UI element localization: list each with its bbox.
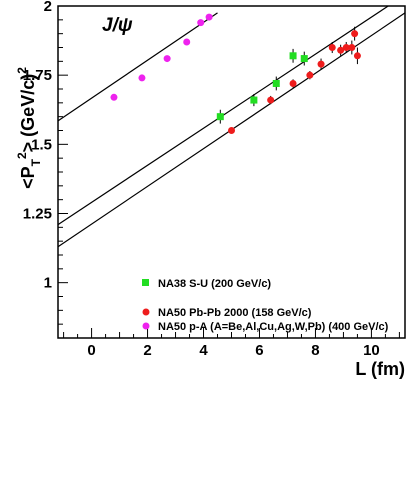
y-tick-label: 1.25 [23,206,52,223]
data-point-s2-0 [110,93,118,101]
legend-label-pbpb: NA50 Pb-Pb 2000 (158 GeV/c) [158,307,312,319]
data-point-s2-1 [138,74,146,82]
data-point-s1-9 [351,30,359,38]
data-point-s1-0 [228,127,235,134]
legend-label-na38: NA38 S-U (200 GeV/c) [158,278,271,290]
x-tick-label: 0 [87,342,95,359]
data-point-s0-2 [272,79,280,87]
legend-marker-pbpb [142,308,150,316]
data-point-s1-5 [328,44,336,51]
x-tick-label: 4 [199,342,208,359]
data-point-s0-3 [289,52,297,60]
data-point-s2-2 [163,55,171,63]
data-point-s1-2 [289,79,297,87]
x-tick-label: 8 [311,342,319,359]
data-point-s1-7 [342,44,350,51]
annotation-jpsi: J/ψ [102,15,133,36]
x-axis-label: L (fm) [355,359,405,379]
data-point-s1-6 [337,46,345,54]
x-tick-label: 6 [255,342,263,359]
data-point-s1-10 [353,52,361,60]
data-points [110,13,361,134]
y-tick-label: 2 [44,0,52,15]
fit-line-0 [57,12,218,122]
data-point-s2-4 [197,19,205,27]
y-tick-label: 1.75 [23,67,52,84]
svg-text:<PT2> (GeV/c)2: <PT2> (GeV/c)2 [15,67,43,189]
legend: NA38 S-U (200 GeV/c) NA50 Pb-Pb 2000 (15… [142,278,389,333]
legend-marker-pa [142,322,150,330]
y-axis-label: <PT2> (GeV/c)2 [15,67,43,189]
x-axis: 0 2 4 6 8 10 [63,328,400,359]
data-point-s1-1 [267,96,275,104]
legend-marker-na38 [142,279,149,286]
data-point-s1-8 [348,44,356,51]
x-tick-label: 2 [143,342,151,359]
data-point-s0-0 [216,113,224,121]
data-point-s2-5 [205,13,213,21]
data-point-s1-3 [306,71,314,79]
y-tick-label: 1.5 [31,136,52,153]
data-point-s1-4 [317,60,325,68]
y-axis: 1 1.25 1.5 1.75 2 [23,0,68,339]
fit-lines [57,5,406,248]
data-point-s2-3 [183,38,191,46]
data-point-s0-1 [250,96,258,104]
legend-label-pa: NA50 p-A (A=Be,Al,Cu,Ag,W,Pb) (400 GeV/c… [158,321,389,333]
y-tick-label: 1 [44,275,52,292]
data-point-s0-4 [300,55,308,63]
x-tick-label: 10 [363,342,380,359]
